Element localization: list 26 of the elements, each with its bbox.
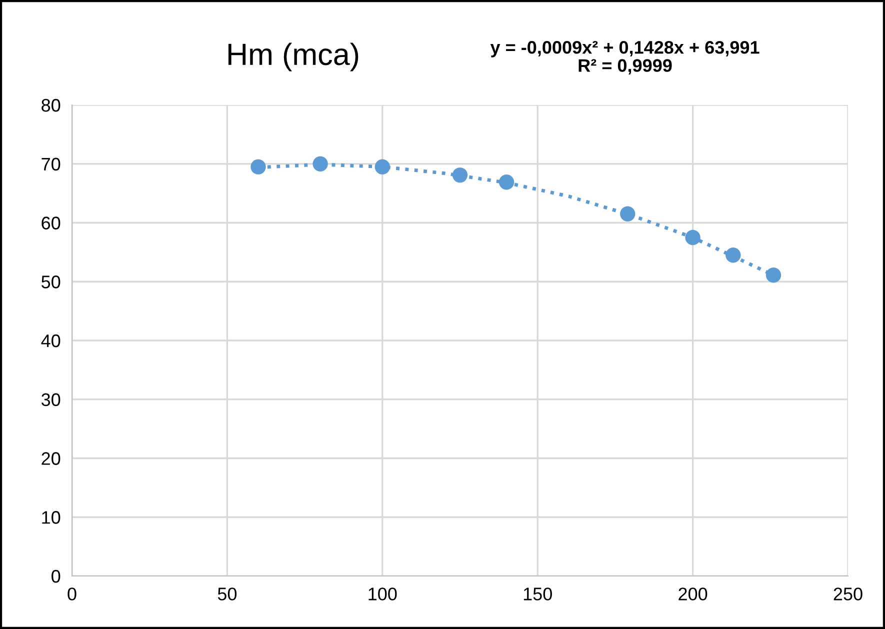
y-tick-label: 10: [42, 511, 60, 524]
point: [250, 159, 266, 174]
chart-title: Hm (mca): [228, 42, 358, 72]
point: [374, 159, 390, 174]
y-tick-label: 0: [52, 570, 60, 583]
point: [452, 167, 468, 183]
y-tick-label: 30: [41, 393, 60, 406]
point: [620, 206, 636, 222]
point: [766, 268, 782, 283]
point: [312, 156, 328, 172]
x-tick-label: 50: [218, 588, 237, 600]
point: [726, 248, 741, 263]
x-tick-label: 100: [368, 588, 397, 600]
x-tick-label: 200: [678, 588, 708, 600]
y-tick-label: 80: [42, 98, 60, 112]
point: [498, 174, 514, 190]
y-tick-label: 50: [42, 276, 60, 288]
y-tick-label: 40: [41, 334, 60, 348]
y-tick-label: 60: [42, 216, 60, 230]
x-tick-label: 0: [68, 588, 76, 600]
y-tick-label: 70: [42, 158, 60, 171]
y-tick-label: 20: [42, 452, 60, 465]
x-tick-label: 150: [524, 588, 552, 600]
point: [685, 230, 700, 246]
x-tick-label: 250: [834, 588, 862, 600]
text: y = -0,0009x² + 0,1428x + 63,991 R² = 0,9999: [490, 40, 760, 75]
